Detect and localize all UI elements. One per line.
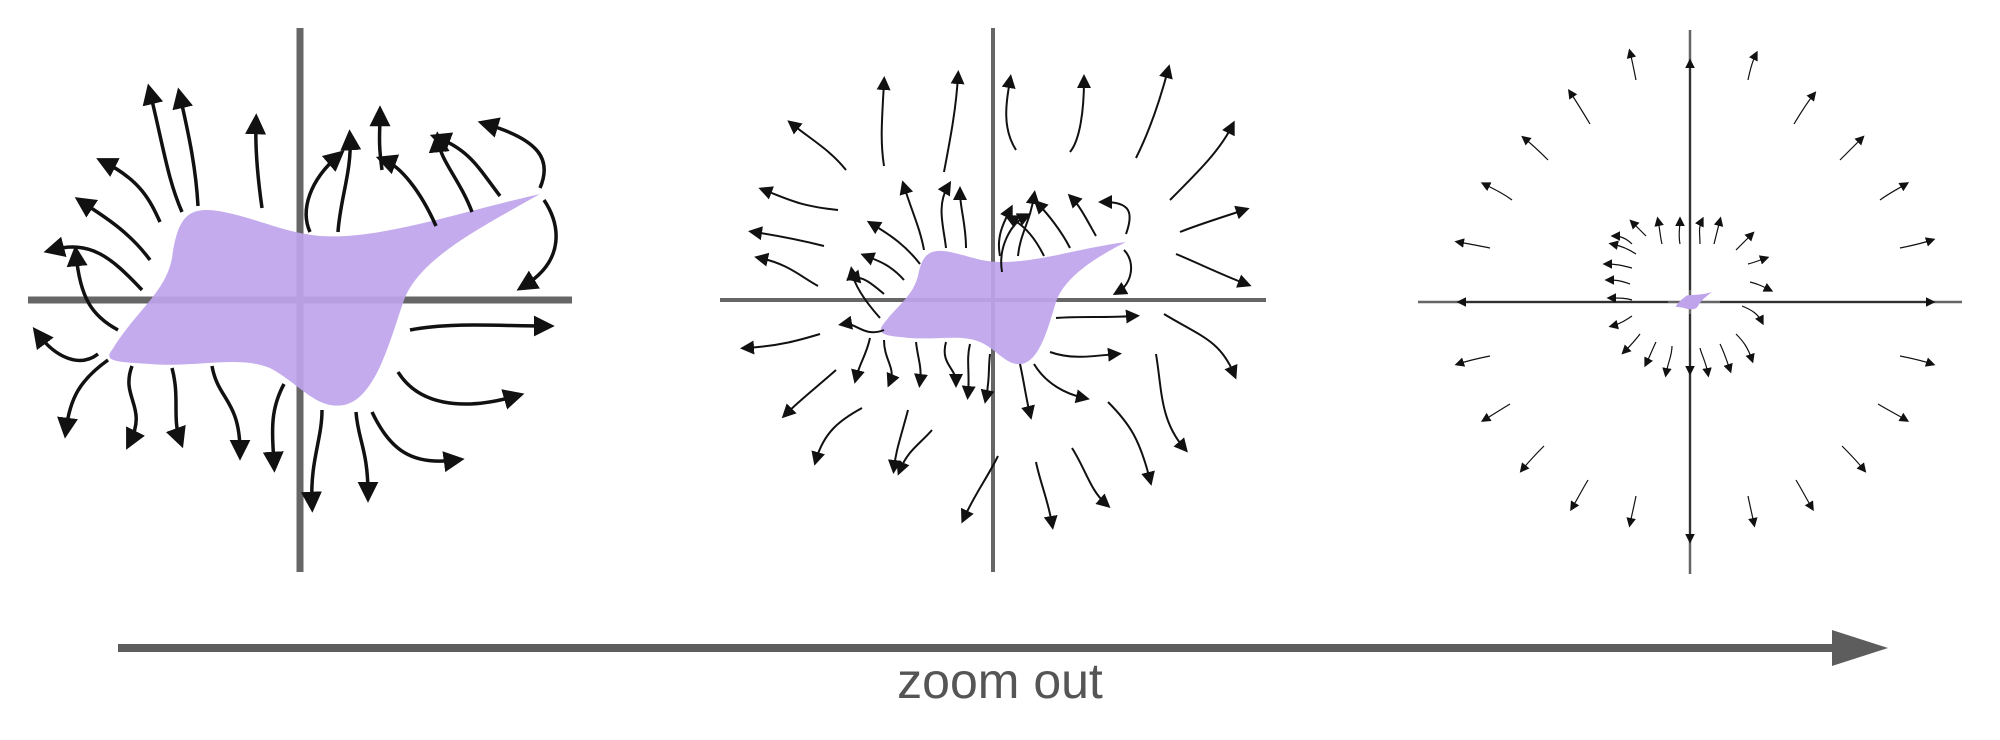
panel-near — [28, 28, 572, 572]
panel-middle — [720, 28, 1266, 572]
panel-far-blob — [1676, 292, 1712, 309]
panel-far — [1418, 30, 1962, 574]
zoom-out-caption: zoom out — [0, 652, 2000, 710]
